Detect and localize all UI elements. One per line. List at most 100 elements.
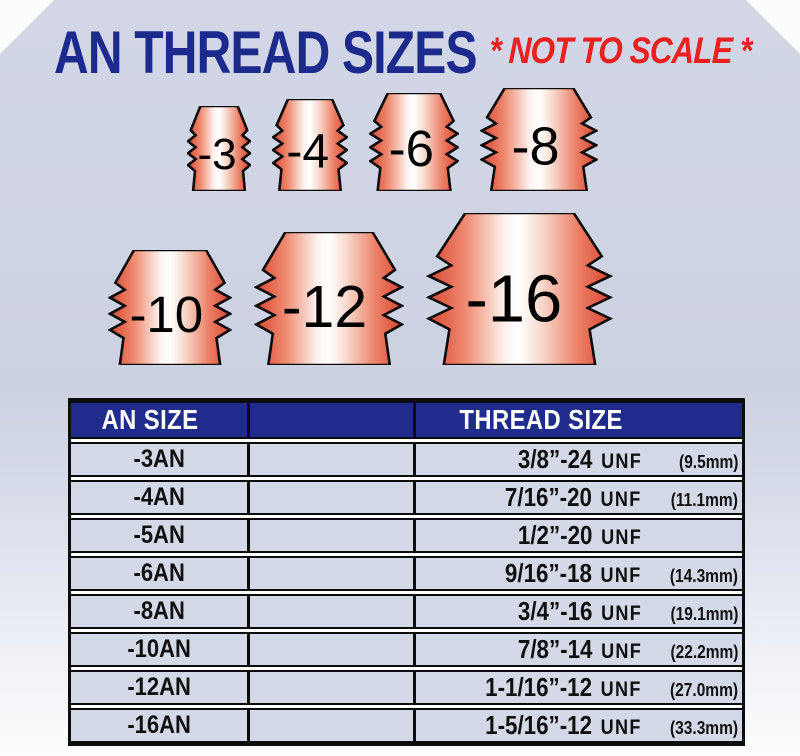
fitting-size-label: -10 bbox=[129, 286, 203, 343]
thread-fraction: 7/8”-14 bbox=[517, 634, 593, 664]
an-size-value: -16AN bbox=[127, 711, 191, 739]
table-row-4an: -4AN 7/16”-20 UNF (11.1mm) bbox=[71, 480, 742, 515]
cell-spacer bbox=[247, 558, 413, 589]
an-size-value: -3AN bbox=[133, 445, 185, 473]
table-row-3an: -3AN 3/8”-24 UNF (9.5mm) bbox=[71, 442, 742, 477]
header-cell-spacer bbox=[247, 403, 413, 437]
thread-mm-equivalent: (11.1mm) bbox=[670, 490, 738, 510]
fitting-body bbox=[186, 106, 251, 191]
cell-thread-size: 1/2”-20 UNF bbox=[413, 520, 742, 551]
thread-fraction: 1/2”-20 bbox=[517, 520, 593, 550]
page-title: AN THREAD SIZES bbox=[54, 19, 478, 86]
an-fitting-shape-16: -16 bbox=[425, 213, 613, 365]
thread-size-value: 7/16”-20 UNF (11.1mm) bbox=[505, 482, 738, 513]
not-to-scale-note: * NOT TO SCALE * bbox=[488, 30, 752, 71]
fittings-row-1: -3 -4 -6 -8 bbox=[0, 88, 792, 191]
thread-standard: UNF bbox=[600, 716, 642, 739]
thread-size-value: 3/8”-24 UNF (9.5mm) bbox=[517, 444, 738, 475]
table-row-16an: -16AN 1-5/16”-12 UNF (33.3mm) bbox=[71, 708, 742, 743]
cell-spacer bbox=[247, 596, 413, 627]
thread-size-value: 1/2”-20 UNF bbox=[517, 520, 738, 551]
an-size-value: -5AN bbox=[133, 521, 185, 549]
thread-size-value: 3/4”-16 UNF (19.1mm) bbox=[517, 596, 738, 627]
an-size-value: -8AN bbox=[133, 597, 185, 625]
thread-mm-equivalent: (9.5mm) bbox=[678, 452, 738, 472]
cell-thread-size: 1-1/16”-12 UNF (27.0mm) bbox=[413, 672, 742, 703]
thread-mm-equivalent: (19.1mm) bbox=[670, 604, 738, 624]
table-row-5an: -5AN 1/2”-20 UNF bbox=[71, 518, 742, 553]
cell-thread-size: 3/4”-16 UNF (19.1mm) bbox=[413, 596, 742, 627]
an-fitting-shape-6: -6 bbox=[368, 93, 459, 191]
header-thread-size-label: THREAD SIZE bbox=[459, 404, 623, 435]
fittings-row-2: -10 -12 -16 bbox=[0, 211, 760, 365]
thread-standard: UNF bbox=[600, 450, 642, 473]
cell-thread-size: 7/16”-20 UNF (11.1mm) bbox=[413, 482, 742, 513]
header-cell-an-size: AN SIZE bbox=[71, 403, 247, 437]
cell-an-size: -12AN bbox=[71, 672, 247, 703]
cell-an-size: -5AN bbox=[71, 520, 247, 551]
header-an-size-label: AN SIZE bbox=[101, 404, 199, 435]
cell-thread-size: 1-5/16”-12 UNF (33.3mm) bbox=[413, 710, 742, 741]
cell-spacer bbox=[247, 444, 413, 475]
cell-an-size: -8AN bbox=[71, 596, 247, 627]
cell-spacer bbox=[247, 634, 413, 665]
fitting-body bbox=[425, 213, 613, 365]
an-size-value: -4AN bbox=[133, 483, 185, 511]
fitting-body bbox=[253, 232, 404, 365]
an-size-value: -6AN bbox=[133, 559, 185, 587]
table-row-8an: -8AN 3/4”-16 UNF (19.1mm) bbox=[71, 594, 742, 629]
header-cell-thread-size: THREAD SIZE bbox=[413, 403, 742, 437]
an-size-value: -10AN bbox=[127, 635, 191, 663]
fitting-body bbox=[271, 99, 348, 191]
thread-standard: UNF bbox=[600, 640, 642, 663]
fitting-body bbox=[107, 250, 232, 365]
cell-thread-size: 7/8”-14 UNF (22.2mm) bbox=[413, 634, 742, 665]
table-row-12an: -12AN 1-1/16”-12 UNF (27.0mm) bbox=[71, 670, 742, 705]
cell-spacer bbox=[247, 482, 413, 513]
thread-size-value: 7/8”-14 UNF (22.2mm) bbox=[517, 634, 738, 665]
thread-standard: UNF bbox=[600, 526, 642, 549]
thread-mm-equivalent: (33.3mm) bbox=[670, 718, 738, 738]
thread-standard: UNF bbox=[600, 564, 642, 587]
an-size-value: -12AN bbox=[127, 673, 191, 701]
thread-fraction: 1-5/16”-12 bbox=[485, 710, 593, 740]
thread-standard: UNF bbox=[600, 602, 642, 625]
fitting-size-label: -8 bbox=[511, 117, 559, 177]
cell-an-size: -16AN bbox=[71, 710, 247, 741]
thread-size-value: 1-1/16”-12 UNF (27.0mm) bbox=[485, 672, 738, 703]
fitting-size-label: -3 bbox=[197, 130, 236, 179]
table-header-row: AN SIZE THREAD SIZE bbox=[71, 401, 742, 439]
thread-standard: UNF bbox=[600, 488, 642, 511]
fitting-size-label: -4 bbox=[286, 125, 329, 178]
thread-size-value: 9/16”-18 UNF (14.3mm) bbox=[505, 558, 738, 589]
thread-standard: UNF bbox=[600, 678, 642, 701]
cell-thread-size: 3/8”-24 UNF (9.5mm) bbox=[413, 444, 742, 475]
fitting-body bbox=[368, 93, 459, 191]
cell-an-size: -3AN bbox=[71, 444, 247, 475]
thread-mm-equivalent: (22.2mm) bbox=[670, 642, 738, 662]
table-row-10an: -10AN 7/8”-14 UNF (22.2mm) bbox=[71, 632, 742, 667]
cell-an-size: -6AN bbox=[71, 558, 247, 589]
thread-fraction: 3/4”-16 bbox=[517, 596, 593, 626]
cell-spacer bbox=[247, 672, 413, 703]
an-fitting-shape-10: -10 bbox=[107, 250, 232, 365]
cell-spacer bbox=[247, 710, 413, 741]
thread-fraction: 1-1/16”-12 bbox=[485, 672, 593, 702]
cell-thread-size: 9/16”-18 UNF (14.3mm) bbox=[413, 558, 742, 589]
thread-mm-equivalent: (27.0mm) bbox=[670, 680, 738, 700]
fitting-size-label: -16 bbox=[465, 262, 562, 337]
an-size-table: AN SIZE THREAD SIZE -3AN 3/8”-24 UNF (9.5mm… bbox=[68, 398, 745, 746]
an-fitting-shape-3: -3 bbox=[186, 106, 251, 191]
thread-mm-equivalent: (14.3mm) bbox=[670, 566, 738, 586]
table-row-6an: -6AN 9/16”-18 UNF (14.3mm) bbox=[71, 556, 742, 591]
cell-spacer bbox=[247, 520, 413, 551]
thread-fraction: 9/16”-18 bbox=[505, 558, 593, 588]
thread-size-value: 1-5/16”-12 UNF (33.3mm) bbox=[485, 710, 738, 741]
cell-an-size: -10AN bbox=[71, 634, 247, 665]
an-fitting-shape-4: -4 bbox=[271, 99, 348, 191]
fitting-body bbox=[479, 88, 598, 191]
cell-an-size: -4AN bbox=[71, 482, 247, 513]
fitting-size-label: -12 bbox=[281, 274, 366, 340]
thread-fraction: 3/8”-24 bbox=[517, 444, 593, 474]
